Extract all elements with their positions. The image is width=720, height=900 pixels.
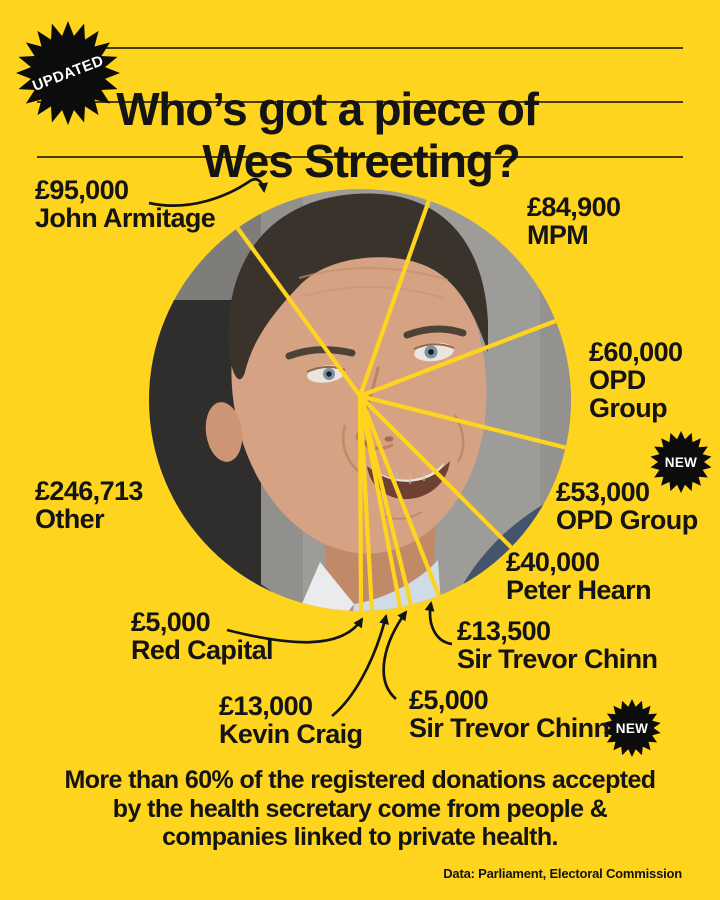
donation-amount: £95,000 bbox=[35, 175, 129, 205]
footer-line-3: companies linked to private health. bbox=[162, 823, 558, 851]
new-badge-label: NEW bbox=[616, 721, 648, 736]
donor-name: Sir Trevor Chinn bbox=[457, 644, 658, 674]
data-source: Data: Parliament, Electoral Commission bbox=[443, 866, 682, 881]
title-rule-middle bbox=[37, 101, 683, 103]
arrow-kevin-craig bbox=[331, 614, 389, 718]
donor-name: Other bbox=[35, 504, 105, 534]
page-title: Who’s got a piece of Wes Streeting? bbox=[0, 83, 720, 187]
title-line-2: Wes Streeting? bbox=[202, 134, 520, 187]
donor-name: MPM bbox=[527, 220, 589, 250]
donor-name: Red Capital bbox=[131, 635, 274, 665]
donor-name: Sir Trevor Chinn bbox=[409, 713, 610, 743]
donor-name: Peter Hearn bbox=[506, 575, 652, 605]
label-trevor-chinn-13500: £13,500 Sir Trevor Chinn bbox=[457, 616, 658, 674]
donation-amount: £40,000 bbox=[506, 547, 600, 577]
new-badge-chinn: NEW bbox=[603, 699, 661, 757]
slice-boundary-line bbox=[357, 395, 364, 611]
arrow-trevor-chinn-13500 bbox=[424, 601, 453, 646]
label-opd-group-53000: £53,000 OPD Group bbox=[556, 478, 716, 534]
label-mpm: £84,900 MPM bbox=[527, 192, 621, 250]
donor-name: Kevin Craig bbox=[219, 719, 363, 749]
donation-amount: £60,000 bbox=[589, 337, 683, 367]
title-rule-top bbox=[37, 47, 683, 49]
title-line-1: Who’s got a piece of bbox=[116, 82, 539, 135]
new-badge-label: NEW bbox=[665, 455, 697, 470]
donation-amount: £246,713 bbox=[35, 476, 143, 506]
donor-name: John Armitage bbox=[35, 203, 216, 233]
label-other: £246,713 Other bbox=[35, 477, 143, 533]
slice-boundary-line bbox=[358, 189, 436, 397]
donation-amount: £13,500 bbox=[457, 616, 551, 646]
label-peter-hearn: £40,000 Peter Hearn bbox=[506, 547, 652, 605]
footer-line-2: by the health secretary come from people… bbox=[112, 794, 608, 823]
footer-summary: More than 60% of the registered donation… bbox=[0, 766, 720, 852]
footer-line-1: More than 60% of the registered donation… bbox=[64, 766, 657, 794]
updated-badge-star bbox=[16, 21, 120, 125]
slice-boundary-line bbox=[227, 215, 362, 398]
slice-boundary-line bbox=[358, 394, 519, 555]
slice-boundary-line bbox=[359, 314, 569, 398]
new-badge-star bbox=[603, 699, 661, 757]
new-badge-star bbox=[650, 431, 712, 493]
label-kevin-craig: £13,000 Kevin Craig bbox=[219, 691, 363, 749]
new-badge-opd: NEW bbox=[650, 431, 712, 493]
label-arrows bbox=[148, 177, 453, 718]
label-opd-group-60000: £60,000 OPD Group bbox=[589, 338, 689, 422]
pie-slice-dividers bbox=[227, 189, 571, 611]
donation-amount: £84,900 bbox=[527, 192, 621, 222]
donation-amount: £53,000 bbox=[556, 477, 650, 507]
donation-amount: £13,000 bbox=[219, 691, 313, 721]
donation-amount: £5,000 bbox=[409, 685, 489, 715]
slice-boundary-line bbox=[359, 393, 571, 453]
arrow-red-capital bbox=[226, 617, 364, 644]
arrow-trevor-chinn-5000 bbox=[382, 610, 408, 701]
donor-name: OPD Group bbox=[556, 505, 698, 535]
label-red-capital: £5,000 Red Capital bbox=[131, 607, 274, 665]
donor-name: OPD Group bbox=[589, 365, 668, 423]
arrow-john-armitage bbox=[148, 177, 268, 207]
slice-boundary-line bbox=[357, 395, 404, 611]
label-trevor-chinn-5000: £5,000 Sir Trevor Chinn bbox=[409, 685, 610, 743]
slice-boundary-line bbox=[358, 395, 444, 604]
updated-badge: UPDATED bbox=[16, 21, 120, 125]
label-john-armitage: £95,000 John Armitage bbox=[35, 175, 216, 233]
donation-amount: £5,000 bbox=[131, 607, 211, 637]
title-rule-bottom bbox=[37, 156, 683, 158]
